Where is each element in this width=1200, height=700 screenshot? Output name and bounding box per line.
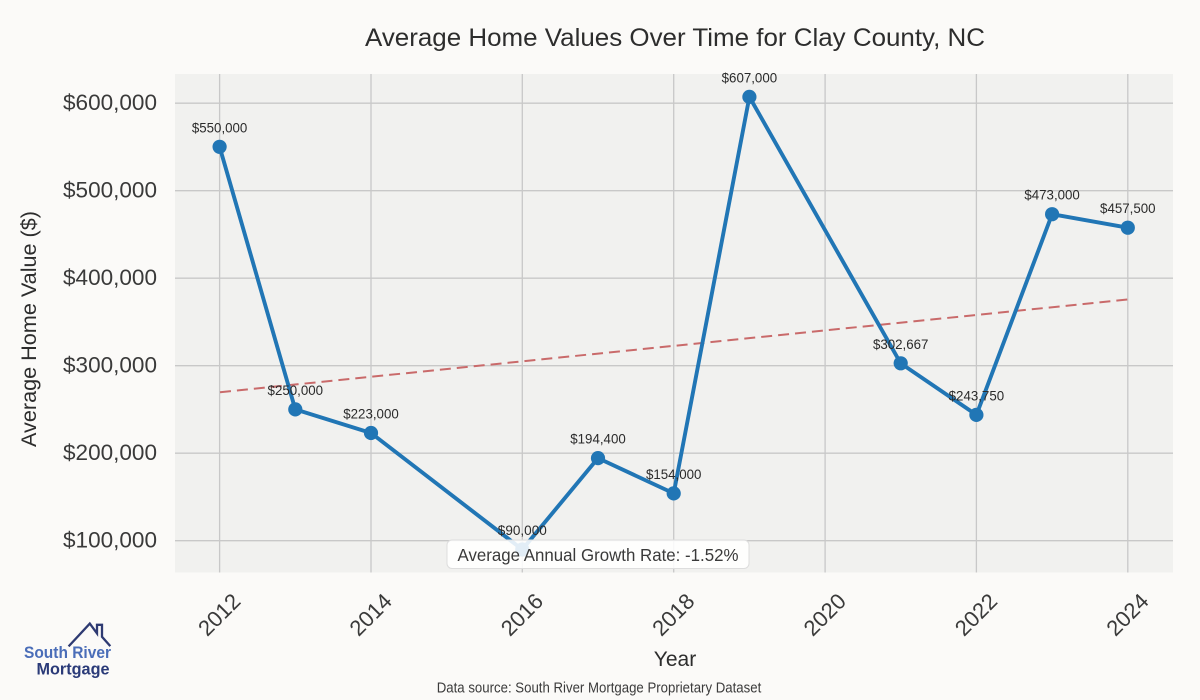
- svg-text:Average Home Values Over Time: Average Home Values Over Time for Clay C…: [365, 24, 985, 52]
- svg-text:Mortgage: Mortgage: [37, 660, 110, 679]
- svg-text:$154,000: $154,000: [646, 466, 702, 482]
- svg-text:$457,500: $457,500: [1100, 200, 1156, 216]
- svg-text:$600,000: $600,000: [63, 90, 157, 115]
- svg-text:$607,000: $607,000: [722, 69, 778, 85]
- svg-text:$250,000: $250,000: [268, 382, 324, 398]
- svg-text:$243,750: $243,750: [949, 387, 1005, 403]
- svg-text:$500,000: $500,000: [63, 178, 157, 203]
- svg-text:$223,000: $223,000: [343, 406, 399, 422]
- svg-text:Year: Year: [654, 648, 696, 671]
- svg-text:Average Home Value ($): Average Home Value ($): [18, 211, 41, 447]
- svg-text:$100,000: $100,000: [63, 528, 157, 553]
- svg-text:$302,667: $302,667: [873, 336, 929, 352]
- svg-text:$473,000: $473,000: [1024, 187, 1080, 203]
- svg-text:South River: South River: [24, 643, 111, 662]
- svg-text:$400,000: $400,000: [63, 265, 157, 290]
- svg-text:$550,000: $550,000: [192, 119, 248, 135]
- svg-text:$194,400: $194,400: [570, 431, 626, 447]
- svg-text:$300,000: $300,000: [63, 353, 157, 378]
- svg-text:$200,000: $200,000: [63, 440, 157, 465]
- svg-text:$90,000: $90,000: [498, 522, 547, 538]
- svg-text:Average Annual Growth Rate: -1: Average Annual Growth Rate: -1.52%: [458, 545, 739, 565]
- svg-text:Data source: South River Mortg: Data source: South River Mortgage Propri…: [437, 680, 762, 697]
